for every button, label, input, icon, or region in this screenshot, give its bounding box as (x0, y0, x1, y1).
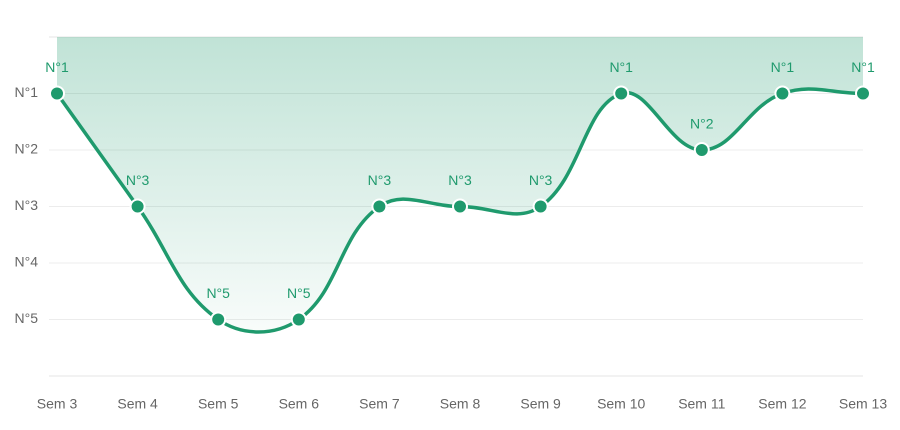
data-label: N°1 (771, 59, 795, 75)
x-tick-label: Sem 8 (440, 396, 481, 412)
data-label: N°2 (690, 116, 714, 132)
x-tick-label: Sem 13 (839, 396, 887, 412)
x-tick-label: Sem 11 (678, 396, 725, 412)
data-label: N°3 (368, 172, 392, 188)
point (210, 311, 227, 328)
x-tick-label: Sem 7 (359, 396, 400, 412)
data-label: N°1 (609, 59, 633, 75)
point (129, 198, 146, 215)
point (452, 198, 468, 215)
data-label: N°3 (126, 172, 150, 188)
area (57, 37, 863, 332)
x-tick-label: Sem 4 (117, 396, 158, 412)
x-tick-label: Sem 10 (597, 396, 645, 412)
y-tick-label: N°1 (15, 84, 39, 100)
data-label: N°3 (529, 172, 553, 188)
point (693, 142, 710, 158)
point (855, 85, 871, 102)
x-tick-label: Sem 3 (37, 396, 78, 412)
point (613, 85, 630, 102)
x-tick-label: Sem 5 (198, 396, 239, 412)
data-label: N°5 (206, 285, 230, 301)
data-label: N°5 (287, 285, 311, 301)
point (49, 85, 65, 102)
point (371, 198, 388, 215)
x-tick-label: Sem 12 (758, 396, 806, 412)
point (774, 85, 791, 102)
x-tick-label: Sem 9 (520, 396, 561, 412)
y-tick-label: N°3 (15, 197, 39, 213)
x-tick-label: Sem 6 (279, 396, 320, 412)
point (290, 311, 307, 328)
y-tick-label: N°2 (15, 141, 39, 157)
data-label: N°1 (45, 59, 69, 75)
y-tick-label: N°5 (15, 310, 39, 326)
y-tick-label: N°4 (15, 254, 39, 270)
data-label: N°3 (448, 172, 472, 188)
point (532, 198, 549, 215)
data-label: N°1 (851, 59, 875, 75)
